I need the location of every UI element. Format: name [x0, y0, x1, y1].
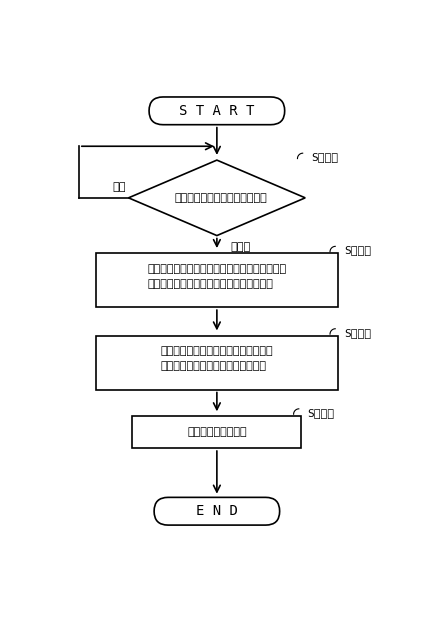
Bar: [96, 336, 338, 389]
Text: S２０１: S２０１: [311, 152, 339, 162]
Text: 編集結果を出力する: 編集結果を出力する: [187, 427, 247, 437]
Text: S T A R T: S T A R T: [179, 104, 255, 118]
Text: 歩行ルートが明示されるように、地図
情報編集部に地図情報を編集させる: 歩行ルートが明示されるように、地図 情報編集部に地図情報を編集させる: [161, 346, 273, 371]
Bar: [132, 415, 301, 448]
Text: S２０２: S２０２: [344, 245, 371, 255]
Text: 歩行ルートの形成に必要な各種情報を取得し、
取得した情報を地図情報編集部に伝達する: 歩行ルートの形成に必要な各種情報を取得し、 取得した情報を地図情報編集部に伝達す…: [147, 264, 287, 289]
Text: S２０３: S２０３: [344, 328, 371, 338]
FancyBboxPatch shape: [154, 498, 280, 525]
Text: S２０４: S２０４: [307, 407, 335, 417]
Polygon shape: [129, 160, 305, 236]
Text: Ｙｅｓ: Ｙｅｓ: [231, 242, 251, 252]
FancyBboxPatch shape: [149, 97, 284, 124]
Text: Ｎｏ: Ｎｏ: [112, 182, 126, 192]
Text: E N D: E N D: [196, 504, 238, 518]
Text: クリック操作を受け付けたか？: クリック操作を受け付けたか？: [174, 193, 267, 203]
Bar: [96, 253, 338, 307]
